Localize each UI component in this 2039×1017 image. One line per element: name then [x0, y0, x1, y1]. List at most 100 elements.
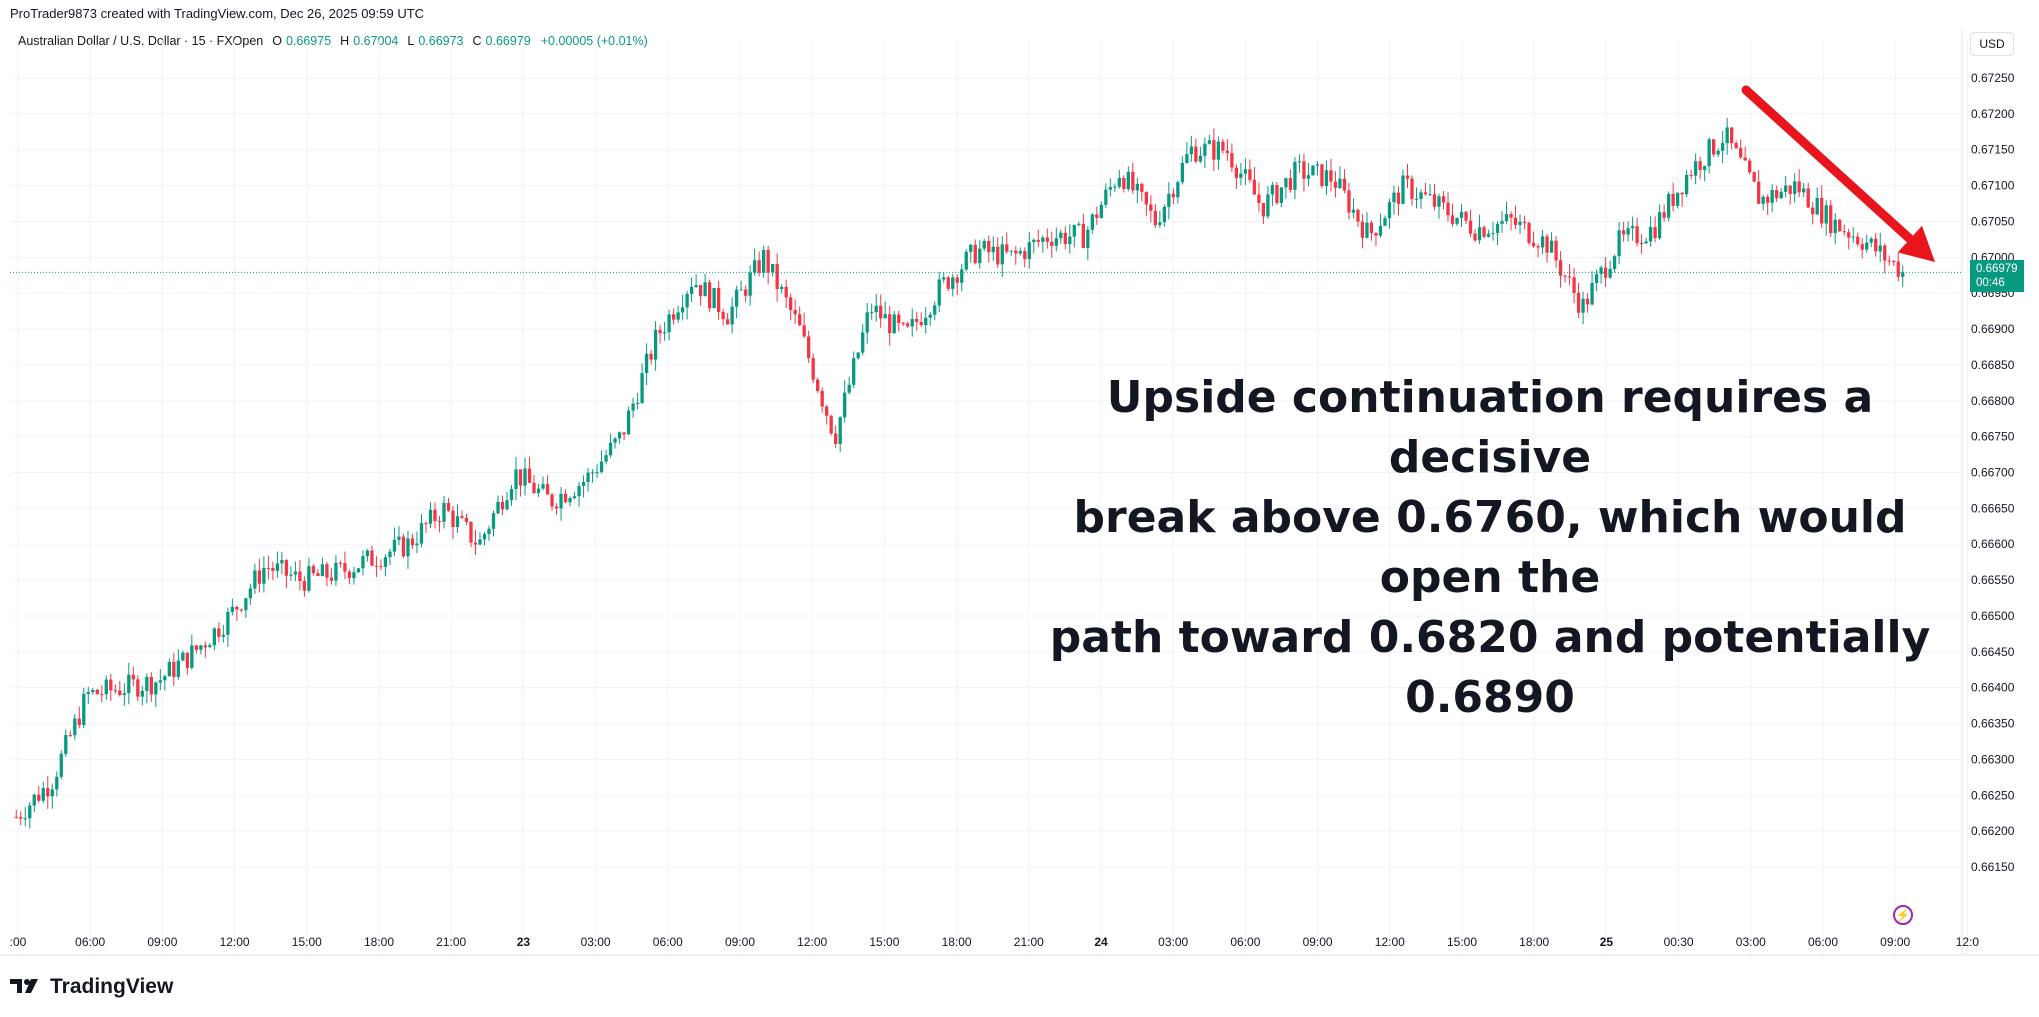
candle [1599, 265, 1603, 284]
candle [1865, 234, 1869, 253]
candle [59, 750, 63, 780]
candle [1054, 227, 1058, 252]
price-axis: 0.66150 0.66200 0.66250 0.66300 0.66350 0.664… [1971, 71, 2015, 874]
candle [739, 280, 743, 291]
low-label: L [407, 34, 415, 48]
y-tick-label: 0.67250 [1971, 71, 2015, 85]
x-tick-label: 12:00 [797, 935, 827, 949]
candle [388, 548, 392, 566]
candle [392, 527, 397, 557]
candle [1266, 186, 1270, 219]
candle [559, 486, 563, 521]
trend-arrow [1741, 85, 1935, 262]
candle [1833, 213, 1837, 245]
candle [1279, 187, 1284, 208]
open-value: 0.66975 [285, 34, 332, 48]
y-tick-label: 0.66750 [1971, 430, 2015, 444]
candle [685, 290, 689, 320]
candle [208, 643, 212, 648]
candle [1549, 232, 1554, 253]
candle [410, 533, 415, 550]
candle [1032, 238, 1036, 254]
candle [1023, 247, 1027, 268]
candle [748, 265, 752, 306]
candle [433, 502, 437, 529]
candle [730, 297, 734, 334]
candle [649, 349, 653, 365]
candle [811, 353, 815, 383]
candle [1657, 204, 1662, 240]
candle [1113, 183, 1117, 192]
candle [1689, 169, 1693, 180]
candle [212, 627, 217, 651]
candle [775, 253, 779, 302]
candle [266, 555, 271, 580]
symbol-legend[interactable]: Australian Dollar / U.S. Dollar · 15 · F… [18, 34, 648, 48]
candle [221, 625, 226, 643]
candle [451, 505, 455, 539]
candle [1104, 183, 1108, 208]
candle [91, 688, 95, 695]
candle [969, 243, 973, 263]
tradingview-logo[interactable]: TradingView [10, 975, 173, 999]
candle [343, 551, 347, 579]
x-tick-label: 06:00 [653, 935, 683, 949]
lightning-icon[interactable]: ⚡ [1893, 905, 1913, 925]
candle [1383, 215, 1387, 226]
candle [1167, 182, 1171, 220]
candle [253, 563, 257, 594]
candle [698, 284, 703, 306]
candle [1243, 158, 1248, 186]
candle [527, 456, 532, 484]
candle [662, 321, 667, 341]
candle [613, 437, 617, 449]
candle [1068, 224, 1072, 254]
candle [1081, 213, 1085, 249]
candle [1333, 171, 1338, 198]
candle [1626, 221, 1630, 242]
candle [1901, 265, 1905, 288]
candle [230, 598, 235, 616]
candle [257, 558, 262, 593]
candle [622, 432, 626, 441]
candle [1441, 191, 1446, 210]
candle [789, 293, 793, 321]
candle [136, 675, 140, 702]
candle [41, 781, 45, 804]
candle [1802, 182, 1806, 197]
candle [1059, 229, 1063, 244]
candle [1788, 185, 1792, 205]
candle [1140, 182, 1144, 202]
symbol-name[interactable]: Australian Dollar / U.S. Dollar · 15 · F… [18, 34, 264, 48]
candle [1149, 195, 1153, 223]
candle [1775, 185, 1779, 203]
candle [1752, 171, 1756, 183]
candle [307, 557, 311, 593]
candle [1392, 185, 1396, 215]
x-tick-label: :00 [10, 935, 27, 949]
candle [1450, 203, 1455, 227]
candle [181, 650, 185, 662]
candle [1005, 232, 1009, 255]
y-tick-label: 0.66700 [1971, 466, 2015, 480]
candle [671, 308, 676, 325]
candle [1811, 202, 1815, 225]
candle [424, 521, 428, 533]
x-tick-label: 15:00 [869, 935, 899, 949]
candle [1297, 154, 1302, 173]
candle [374, 556, 379, 578]
candle [1608, 260, 1612, 280]
candle [1423, 182, 1428, 196]
candle [401, 533, 406, 559]
currency-button[interactable]: USD [1970, 32, 2014, 56]
candle [1324, 160, 1329, 196]
candle [217, 622, 221, 643]
candle [960, 264, 964, 292]
candle [856, 351, 860, 360]
candle [982, 238, 986, 252]
candle [95, 688, 99, 695]
candle [933, 301, 937, 321]
candle [1684, 170, 1689, 197]
candle [1086, 225, 1090, 261]
